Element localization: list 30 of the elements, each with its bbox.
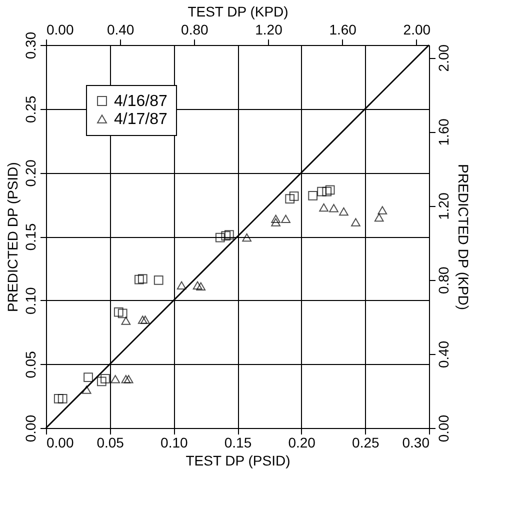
y2-tick-label: 0.40 bbox=[436, 340, 452, 368]
x-tick-label: 0.25 bbox=[352, 434, 380, 450]
y2-tick-label: 2.00 bbox=[436, 44, 452, 72]
x2-tick-label: 0.00 bbox=[46, 22, 74, 38]
y-tick-label: 0.25 bbox=[22, 95, 38, 123]
x-axis-title: TEST DP (PSID) bbox=[186, 452, 290, 468]
y2-tick-label: 1.60 bbox=[436, 118, 452, 146]
y2-tick-label: 1.20 bbox=[436, 192, 452, 220]
x2-tick-label: 1.20 bbox=[255, 22, 283, 38]
x2-tick-label: 0.40 bbox=[106, 22, 134, 38]
legend-label: 4/16/87 bbox=[114, 93, 168, 110]
x2-axis-title: TEST DP (KPD) bbox=[188, 4, 288, 20]
y-tick-label: 0.30 bbox=[22, 32, 38, 60]
y-tick-label: 0.10 bbox=[22, 286, 38, 314]
x2-tick-label: 0.80 bbox=[181, 22, 208, 38]
legend-label: 4/17/87 bbox=[114, 111, 168, 128]
x-tick-label: 0.05 bbox=[96, 434, 124, 450]
x-tick-label: 0.20 bbox=[288, 434, 316, 450]
y-axis-title: PREDICTED DP (PSID) bbox=[4, 162, 20, 312]
x2-tick-label: 2.00 bbox=[403, 22, 431, 38]
y-tick-label: 0.05 bbox=[22, 350, 38, 378]
x-tick-label: 0.15 bbox=[224, 434, 252, 450]
x2-tick-label: 1.60 bbox=[329, 22, 357, 38]
x-tick-label: 0.10 bbox=[160, 434, 188, 450]
y-tick-label: 0.15 bbox=[22, 223, 38, 251]
x-tick-label: 0.30 bbox=[402, 434, 430, 450]
y-tick-label: 0.20 bbox=[22, 159, 38, 187]
y2-axis-title: PREDICTED DP (KPD) bbox=[456, 164, 472, 310]
y2-tick-label: 0.80 bbox=[436, 266, 452, 294]
x-tick-label: 0.00 bbox=[46, 434, 74, 450]
